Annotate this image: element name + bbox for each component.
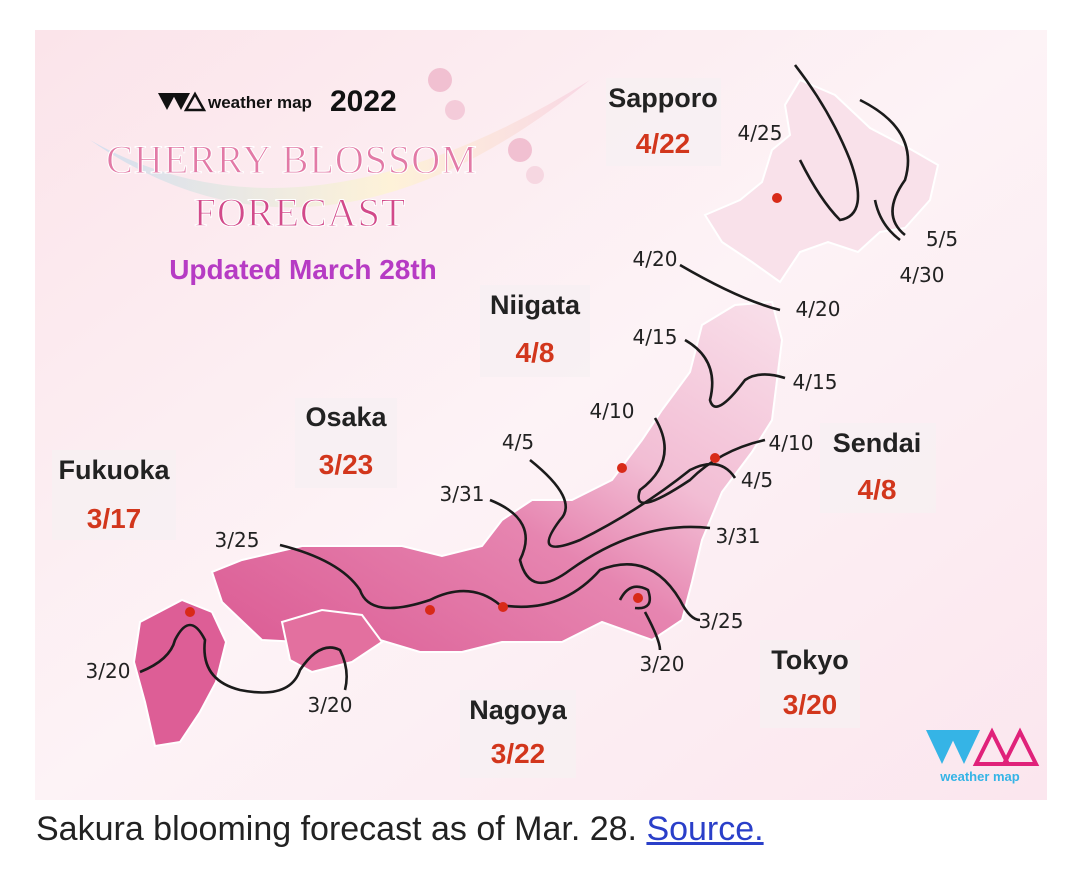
isoline-label: 4/20 xyxy=(633,247,678,271)
image-caption: Sakura blooming forecast as of Mar. 28. … xyxy=(36,810,764,849)
updated-date: Updated March 28th xyxy=(169,254,437,285)
source-link[interactable]: Source. xyxy=(646,810,764,848)
isoline-labels: 4/25 5/5 4/30 4/20 4/20 4/15 4/15 4/10 4… xyxy=(86,121,959,717)
blossom-icon xyxy=(428,68,544,184)
svg-text:Osaka: Osaka xyxy=(305,402,387,432)
city-sendai: Sendai 4/8 xyxy=(820,423,936,513)
title-line-1: CHERRY BLOSSOM xyxy=(106,137,478,182)
svg-text:Nagoya: Nagoya xyxy=(469,695,568,725)
decorative-arc xyxy=(90,80,590,208)
city-tokyo: Tokyo 3/20 xyxy=(760,640,860,728)
isoline-label: 4/30 xyxy=(900,263,945,287)
svg-text:Niigata: Niigata xyxy=(490,290,581,320)
svg-text:3/22: 3/22 xyxy=(491,738,546,769)
brand-name: weather map xyxy=(207,93,312,112)
city-osaka: Osaka 3/23 xyxy=(295,398,397,488)
svg-text:Fukuoka: Fukuoka xyxy=(58,455,170,485)
isoline-label: 3/20 xyxy=(308,693,353,717)
isoline-3-20 xyxy=(139,623,348,694)
isoline-label: 3/20 xyxy=(640,652,685,676)
isoline-label: 4/10 xyxy=(590,399,635,423)
isoline-4-25 xyxy=(793,64,860,222)
shikoku xyxy=(280,608,384,674)
isoline-label: 4/15 xyxy=(633,325,678,349)
isoline-label: 4/20 xyxy=(796,297,841,321)
city-sapporo: Sapporo 4/22 xyxy=(606,78,721,166)
isoline-3-31 xyxy=(489,498,711,585)
isoline-4-5 xyxy=(529,458,737,548)
weather-map-logo: weather map xyxy=(926,727,1040,784)
hokkaido xyxy=(703,78,940,284)
isoline-4-20 xyxy=(679,263,781,312)
svg-text:4/8: 4/8 xyxy=(858,474,897,505)
isoline-label: 4/5 xyxy=(741,468,773,492)
isoline-label: 5/5 xyxy=(926,227,958,251)
isoline-label: 4/10 xyxy=(769,431,814,455)
isoline-label: 4/5 xyxy=(502,430,534,454)
svg-text:weather map: weather map xyxy=(939,769,1020,784)
city-fukuoka: Fukuoka 3/17 xyxy=(52,450,176,540)
isoline-label: 4/25 xyxy=(738,121,783,145)
svg-text:Tokyo: Tokyo xyxy=(771,645,849,675)
city-nagoya: Nagoya 3/22 xyxy=(460,690,576,778)
forecast-year: 2022 xyxy=(330,85,397,118)
city-markers xyxy=(185,193,782,617)
isoline-label: 3/31 xyxy=(440,482,485,506)
city-niigata: Niigata 4/8 xyxy=(480,285,590,377)
svg-text:3/23: 3/23 xyxy=(319,449,374,480)
svg-text:Sapporo: Sapporo xyxy=(608,83,718,113)
svg-text:Sendai: Sendai xyxy=(833,428,922,458)
isoline-label: 3/20 xyxy=(86,659,131,683)
title-line-2: FORECAST xyxy=(194,190,407,235)
svg-text:4/22: 4/22 xyxy=(636,128,691,159)
svg-text:3/20: 3/20 xyxy=(783,689,838,720)
isoline-label: 3/25 xyxy=(215,528,260,552)
isoline-label: 3/31 xyxy=(716,524,761,548)
isoline-label: 3/25 xyxy=(699,609,744,633)
brand-logo-small xyxy=(158,91,207,112)
svg-text:3/17: 3/17 xyxy=(87,503,142,534)
caption-text: Sakura blooming forecast as of Mar. 28. xyxy=(36,810,637,848)
svg-text:4/8: 4/8 xyxy=(516,337,555,368)
isoline-label: 4/15 xyxy=(793,370,838,394)
isoline-4-15 xyxy=(684,338,786,408)
